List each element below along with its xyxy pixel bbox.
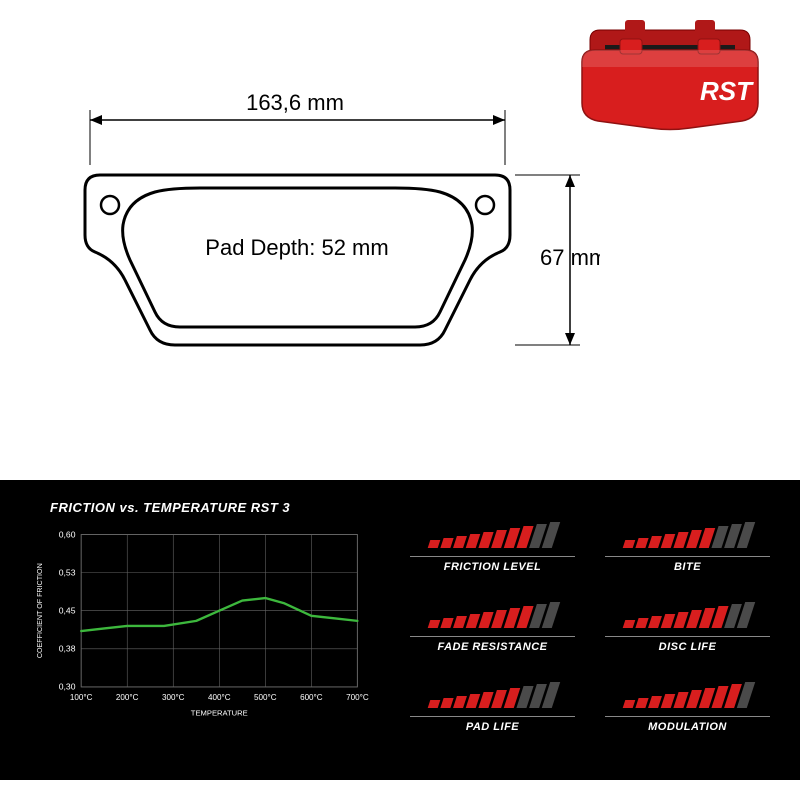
bar-segment xyxy=(440,698,453,708)
svg-text:0,60: 0,60 xyxy=(59,529,76,539)
metric-fade-resistance: FADE RESISTANCE xyxy=(410,600,575,660)
svg-text:COEFFICIENT OF FRICTION: COEFFICIENT OF FRICTION xyxy=(36,563,44,658)
bar-segment xyxy=(635,618,648,628)
metric-friction-level: FRICTION LEVEL xyxy=(410,520,575,580)
svg-text:0,30: 0,30 xyxy=(59,682,76,692)
friction-chart: FRICTION vs. TEMPERATURE RST 3 0,30 0,38 0… xyxy=(20,500,390,760)
metric-bars xyxy=(429,680,556,708)
product-image: RST xyxy=(570,15,770,145)
bar-segment xyxy=(635,538,648,548)
metric-bars xyxy=(429,520,556,548)
metric-label: FRICTION LEVEL xyxy=(410,556,575,573)
bar-segment xyxy=(453,696,467,708)
bar-segment xyxy=(648,616,662,628)
bar-segment xyxy=(428,540,441,548)
metric-bite: BITE xyxy=(605,520,770,580)
bar-segment xyxy=(453,536,467,548)
metric-pad-life: PAD LIFE xyxy=(410,680,575,740)
brake-pad-graphic: RST xyxy=(570,15,770,145)
metric-label: MODULATION xyxy=(605,716,770,733)
svg-text:0,53: 0,53 xyxy=(59,567,76,577)
bar-segment xyxy=(648,536,662,548)
metric-label: FADE RESISTANCE xyxy=(410,636,575,653)
bar-segment xyxy=(635,698,648,708)
metric-label: BITE xyxy=(605,556,770,573)
svg-text:0,45: 0,45 xyxy=(59,606,76,616)
bar-segment xyxy=(453,616,467,628)
metric-bars xyxy=(624,680,751,708)
height-dimension: 67 mm xyxy=(540,245,600,270)
bar-segment xyxy=(440,538,453,548)
metric-label: PAD LIFE xyxy=(410,716,575,733)
metric-bars xyxy=(624,520,751,548)
bar-segment xyxy=(623,540,636,548)
depth-label: Pad Depth: 52 mm xyxy=(205,235,388,260)
brand-logo: RST xyxy=(700,76,754,106)
bar-segment xyxy=(623,700,636,708)
technical-diagram: 163,6 mm 67 mm Pad Depth: 52 mm xyxy=(40,80,600,460)
svg-text:300°C: 300°C xyxy=(162,693,185,702)
svg-text:500°C: 500°C xyxy=(254,693,277,702)
metrics-grid: FRICTION LEVEL BITE FADE RESISTANCE DISC LI… xyxy=(390,500,780,760)
svg-text:0,38: 0,38 xyxy=(59,644,76,654)
top-section: RST 163,6 mm 67 mm xyxy=(0,0,800,480)
bar-segment xyxy=(440,618,453,628)
metric-modulation: MODULATION xyxy=(605,680,770,740)
metric-label: DISC LIFE xyxy=(605,636,770,653)
bottom-section: FRICTION vs. TEMPERATURE RST 3 0,30 0,38 0… xyxy=(0,480,800,780)
bar-segment xyxy=(428,700,441,708)
chart-title: FRICTION vs. TEMPERATURE RST 3 xyxy=(50,500,390,515)
svg-text:TEMPERATURE: TEMPERATURE xyxy=(191,708,248,717)
svg-text:600°C: 600°C xyxy=(300,693,323,702)
width-dimension: 163,6 mm xyxy=(246,90,344,115)
svg-text:200°C: 200°C xyxy=(116,693,139,702)
svg-text:100°C: 100°C xyxy=(70,693,93,702)
bar-segment xyxy=(648,696,662,708)
bar-segment xyxy=(623,620,636,628)
svg-text:400°C: 400°C xyxy=(208,693,231,702)
bar-segment xyxy=(428,620,441,628)
metric-bars xyxy=(429,600,556,628)
metric-disc-life: DISC LIFE xyxy=(605,600,770,660)
svg-text:700°C: 700°C xyxy=(346,693,369,702)
metric-bars xyxy=(624,600,751,628)
